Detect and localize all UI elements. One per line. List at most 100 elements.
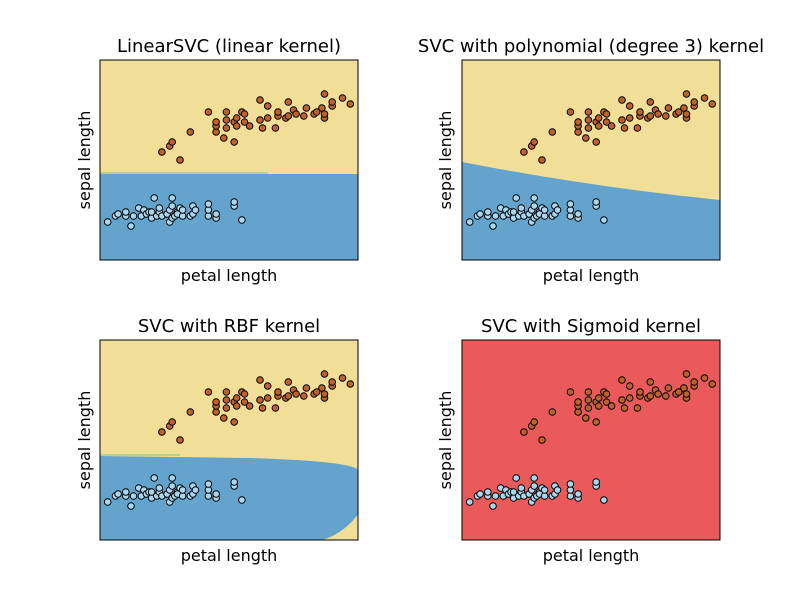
class1-point (230, 138, 238, 146)
class1-point (633, 404, 642, 412)
class0-point (476, 210, 484, 218)
class1-point (584, 124, 593, 132)
class1-point (682, 370, 691, 378)
class0-point (168, 482, 176, 490)
class0-point (155, 204, 164, 212)
class1-point (186, 408, 195, 416)
class1-point (584, 404, 593, 412)
panel-title: SVC with Sigmoid kernel (481, 316, 701, 337)
class1-point (602, 110, 611, 118)
region-class0 (462, 162, 720, 260)
class1-point (232, 114, 241, 122)
class1-point (592, 138, 601, 146)
class0-point (592, 198, 601, 206)
class1-point (636, 388, 644, 396)
class1-point (530, 418, 539, 426)
class1-point (607, 122, 616, 130)
class1-point (682, 90, 691, 98)
class1-point (618, 96, 626, 104)
class1-point (594, 114, 603, 122)
panel-title: SVC with RBF kernel (138, 316, 320, 337)
class1-point (292, 390, 300, 398)
plot-area (461, 339, 721, 541)
class1-point (592, 418, 601, 426)
class0-point (147, 488, 156, 496)
class1-point (602, 118, 611, 126)
class1-point (682, 110, 691, 118)
class1-point (664, 384, 673, 392)
class0-point (553, 486, 562, 494)
class1-point (346, 380, 355, 388)
class1-point (582, 134, 590, 142)
class0-point (122, 208, 130, 216)
panel-title: LinearSVC (linear kernel) (117, 36, 341, 57)
class1-point (240, 390, 249, 398)
class1-point (602, 398, 611, 406)
class1-point (620, 124, 629, 132)
class1-point (258, 124, 267, 132)
region-all (462, 340, 720, 540)
class1-point (256, 96, 264, 104)
class1-point (176, 156, 184, 164)
class1-point (625, 102, 634, 110)
class1-point (284, 98, 293, 106)
panel-polynomial: SVC with polynomial (degree 3) kernel pe… (418, 36, 764, 285)
class1-point (302, 384, 311, 392)
plot-frame (99, 59, 359, 261)
class1-point (618, 116, 626, 124)
class1-point (222, 404, 231, 412)
class1-point (620, 404, 629, 412)
class1-point (222, 396, 231, 404)
x-axis-label: petal length (181, 546, 278, 565)
class0-point (530, 202, 539, 210)
decision-regions (100, 340, 358, 540)
class0-point (178, 206, 187, 214)
class1-point (646, 378, 655, 386)
class1-point (263, 382, 272, 390)
panel-title: SVC with polynomial (degree 3) kernel (418, 36, 764, 57)
x-axis-label: petal length (543, 546, 640, 565)
class1-point (654, 390, 662, 398)
class1-point (646, 98, 655, 106)
class1-point (300, 392, 308, 400)
class0-point (168, 194, 176, 202)
class0-point (212, 210, 220, 218)
class1-point (320, 370, 329, 378)
class0-point (592, 478, 601, 486)
class1-point (338, 374, 347, 382)
class1-point (328, 98, 337, 106)
class1-point (582, 414, 590, 422)
class0-point (114, 210, 122, 218)
class1-point (302, 104, 311, 112)
class1-point (584, 116, 593, 124)
class0-point (512, 194, 521, 202)
class0-point (103, 498, 112, 506)
class0-point (540, 206, 549, 214)
class1-point (176, 436, 184, 444)
class0-point (574, 210, 582, 218)
class1-point (584, 388, 593, 396)
x-axis-label: petal length (181, 266, 278, 285)
class0-point (127, 222, 135, 230)
class1-point (538, 156, 546, 164)
plot-frame (99, 339, 359, 541)
class1-point (636, 108, 644, 116)
y-axis-label: sepal length (75, 391, 94, 490)
class0-point (530, 482, 539, 490)
class1-point (662, 392, 670, 400)
plot-area (99, 339, 359, 541)
class1-point (690, 378, 699, 386)
class0-point (484, 488, 492, 496)
x-axis-label: petal length (543, 266, 640, 285)
class0-point (230, 478, 238, 486)
class1-point (222, 124, 231, 132)
data-points (103, 90, 355, 230)
class0-point (465, 218, 474, 226)
class1-point (690, 98, 699, 106)
class0-point (155, 484, 164, 492)
class1-point (263, 394, 272, 402)
class1-point (230, 418, 238, 426)
class1-point (566, 388, 575, 396)
data-points (465, 90, 717, 230)
class1-point (625, 394, 634, 402)
